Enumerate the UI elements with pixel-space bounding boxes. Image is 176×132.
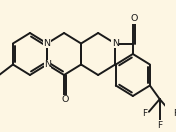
Text: F: F [142,109,147,118]
Text: O: O [130,14,137,23]
Text: F: F [173,109,176,118]
Text: F: F [157,121,162,130]
Text: O: O [61,95,69,104]
Text: N: N [44,60,51,69]
Text: N: N [112,39,119,48]
Text: N: N [43,39,51,48]
